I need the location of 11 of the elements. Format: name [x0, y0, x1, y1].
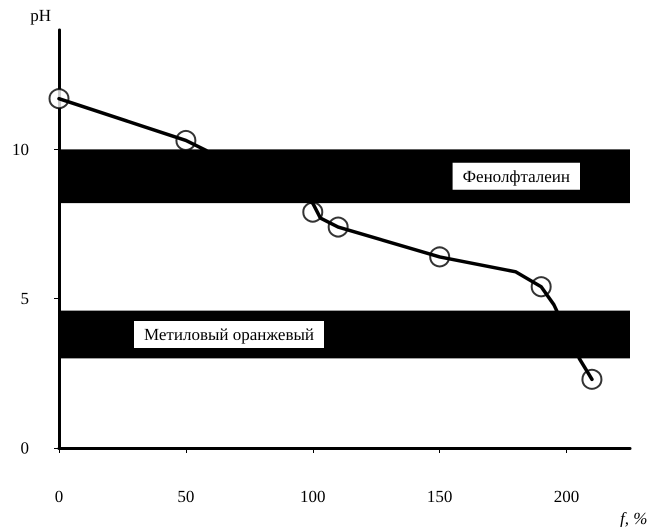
- band-label: Фенолфталеин: [462, 166, 570, 186]
- x-tick-label: 200: [554, 487, 580, 506]
- x-tick-label: 0: [54, 487, 64, 506]
- band-label: Метиловый оранжевый: [144, 325, 314, 344]
- y-axis-title: pH: [30, 6, 51, 25]
- x-tick-label: 100: [300, 487, 326, 506]
- x-tick-label: 50: [177, 487, 194, 506]
- y-tick-label: 10: [12, 140, 29, 159]
- y-tick-label: 0: [20, 438, 29, 458]
- y-tick-label: 5: [20, 289, 29, 308]
- x-tick-label: 150: [426, 487, 452, 506]
